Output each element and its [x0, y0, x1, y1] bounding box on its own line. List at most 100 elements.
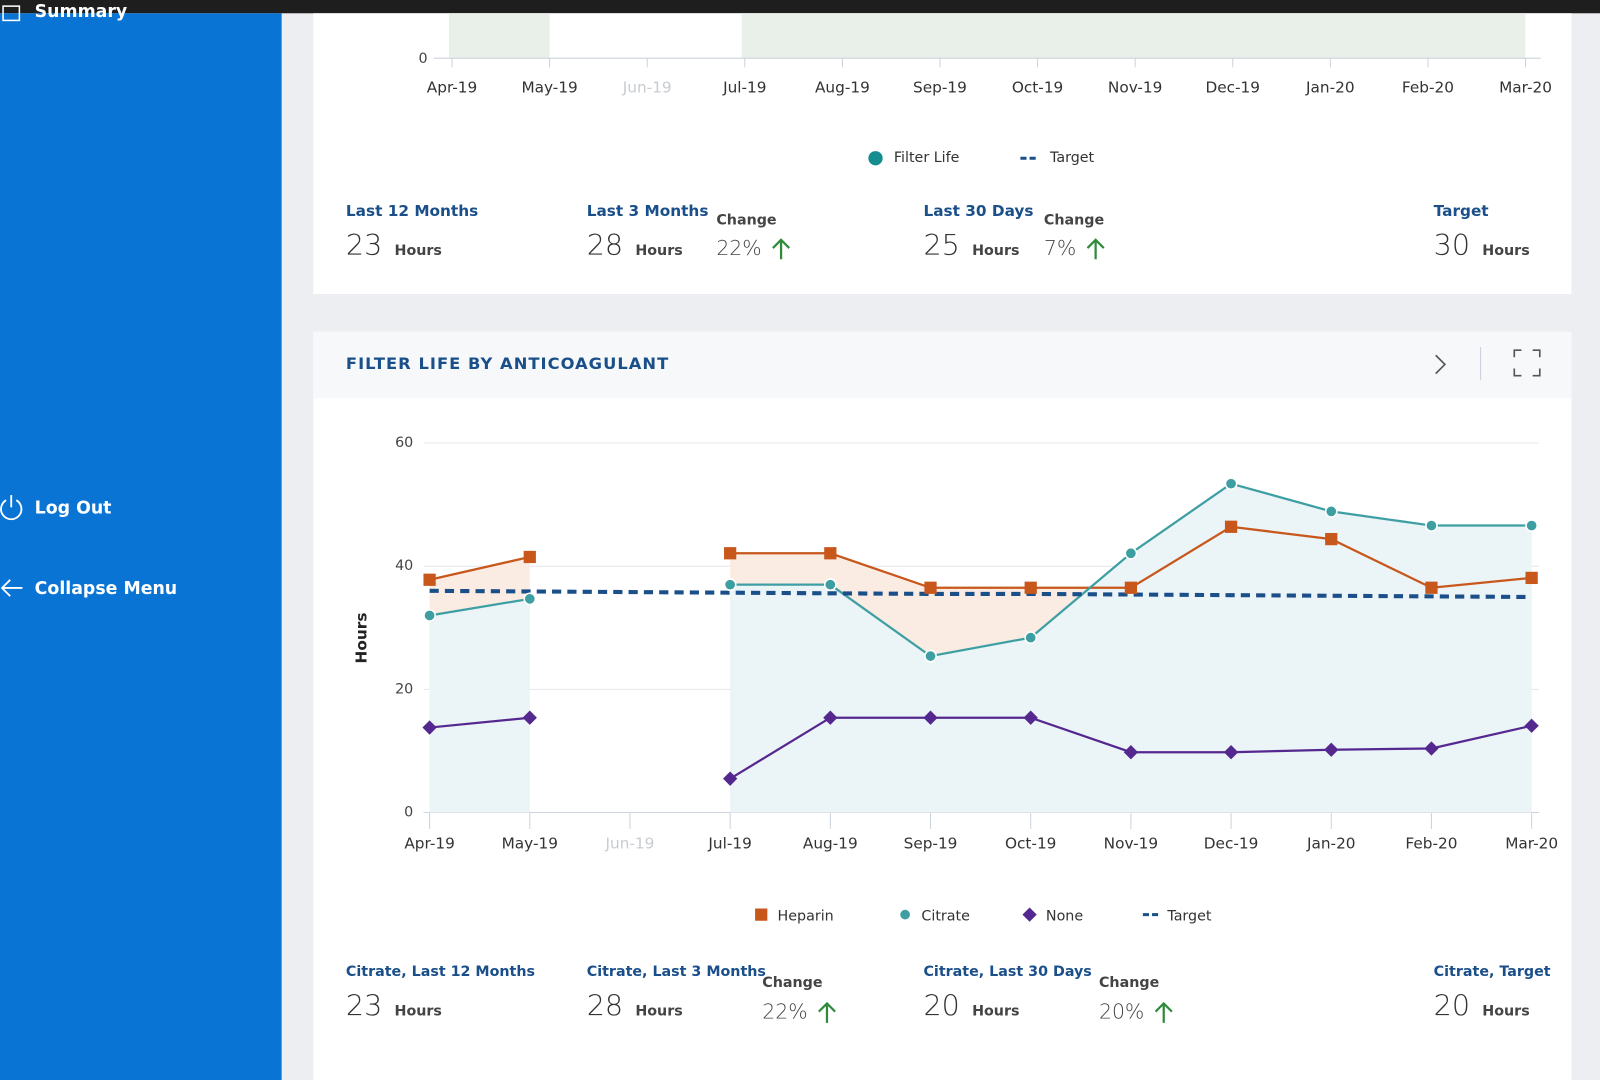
stat-unit: Hours [635, 243, 682, 259]
data-point [824, 547, 837, 560]
stat-value: 30 [1434, 228, 1470, 262]
x-tick-label: Jan-20 [1305, 78, 1355, 96]
x-tick-label: Apr-19 [427, 78, 477, 96]
legend-marker [868, 151, 883, 166]
x-tick-label: Mar-20 [1505, 835, 1558, 853]
area-fill [730, 483, 1532, 813]
stat-label: Last 3 Months [587, 202, 709, 220]
area-fill [429, 598, 530, 813]
shade-band [448, 13, 550, 59]
fullscreen-button[interactable] [1513, 349, 1541, 377]
change-value: 20% [1099, 1000, 1144, 1024]
sidebar [0, 13, 282, 1080]
legend-label: Heparin [778, 909, 834, 925]
legend-marker [898, 908, 912, 922]
x-tick-label: Oct-19 [1005, 835, 1056, 853]
x-tick-label: May-19 [502, 835, 558, 853]
x-tick-label: May-19 [521, 78, 577, 96]
series-line [429, 555, 531, 581]
data-point [1124, 581, 1138, 594]
x-tick-label: Oct-19 [1012, 78, 1063, 96]
data-point [1525, 571, 1538, 585]
data-point [1124, 546, 1138, 560]
next-button[interactable] [1435, 354, 1447, 375]
data-point [1425, 519, 1438, 532]
data-point [1325, 532, 1338, 546]
data-point [723, 578, 737, 592]
top-panel [313, 13, 1572, 294]
x-tick-label: Feb-20 [1405, 835, 1457, 853]
change-label: Change [1099, 975, 1159, 991]
legend-label: Target [1049, 150, 1095, 166]
y-tick-label: 40 [395, 558, 413, 574]
data-point [1525, 519, 1539, 532]
change-label: Change [762, 975, 822, 991]
stat-unit: Hours [1482, 1004, 1529, 1020]
panel-header [313, 331, 1572, 399]
x-tick-label: Jun-19 [622, 78, 672, 96]
series-line [429, 597, 530, 617]
change-label: Change [716, 212, 776, 228]
y-tick-label: 0 [418, 51, 427, 67]
stat-label: Last 12 Months [346, 202, 478, 220]
y-axis-label: Hours [353, 613, 371, 664]
x-tick-label: Jul-19 [707, 835, 751, 853]
logout-icon [0, 495, 23, 521]
x-tick-label: Sep-19 [913, 78, 967, 96]
up-arrow [772, 238, 791, 260]
data-point [1024, 581, 1037, 594]
shade-band [741, 13, 1526, 59]
stat-value: 23 [346, 989, 382, 1023]
stat-unit: Hours [635, 1004, 682, 1020]
window-bar [0, 0, 1600, 14]
nav-item[interactable]: Collapse Menu [35, 579, 177, 599]
stat-value: 20 [1434, 989, 1470, 1023]
stat-label: Target [1434, 202, 1489, 220]
stat-label: Citrate, Target [1434, 964, 1551, 980]
y-tick-label: 0 [404, 805, 413, 821]
stat-value: 20 [923, 989, 959, 1023]
up-arrow [818, 1001, 836, 1023]
legend-label: None [1046, 909, 1083, 925]
summary-icon [2, 5, 21, 22]
change-value: 22% [716, 236, 761, 260]
data-point [724, 547, 737, 560]
data-point [1324, 505, 1338, 518]
stat-value: 23 [346, 228, 382, 262]
data-point [823, 578, 837, 592]
x-tick-label: Apr-19 [404, 835, 454, 853]
stat-value: 25 [923, 228, 959, 262]
x-tick-label: Nov-19 [1108, 78, 1162, 96]
nav-item[interactable]: Log Out [35, 498, 112, 518]
legend-label: Target [1166, 909, 1212, 925]
data-point [1024, 631, 1038, 645]
target-line [429, 588, 1532, 600]
stat-unit: Hours [395, 243, 442, 259]
x-tick-label: Mar-20 [1499, 78, 1552, 96]
legend-label: Citrate [921, 909, 970, 925]
stat-label: Citrate, Last 12 Months [346, 964, 535, 980]
legend-marker [755, 908, 768, 921]
up-arrow [1086, 238, 1105, 260]
data-point [523, 592, 537, 606]
stat-label: Citrate, Last 3 Months [587, 964, 766, 980]
stat-value: 28 [587, 228, 623, 262]
legend-label: Filter Life [894, 150, 960, 166]
x-tick-label: Jul-19 [722, 78, 766, 96]
stat-unit: Hours [395, 1004, 442, 1020]
stat-label: Citrate, Last 30 Days [923, 964, 1091, 980]
x-tick-label: Sep-19 [904, 835, 958, 853]
y-tick-label: 60 [395, 435, 413, 451]
stat-unit: Hours [1482, 243, 1529, 259]
data-point [1224, 477, 1238, 491]
x-tick-label: Feb-20 [1402, 78, 1454, 96]
x-tick-label: Nov-19 [1104, 835, 1158, 853]
change-label: Change [1044, 212, 1104, 228]
x-tick-label: Jan-20 [1306, 835, 1356, 853]
nav-item[interactable]: Summary [35, 2, 128, 22]
x-tick-label: Jun-19 [605, 835, 655, 853]
panel-title: FILTER LIFE BY ANTICOAGULANT [346, 354, 669, 373]
data-point [1425, 581, 1438, 594]
y-tick-label: 20 [395, 681, 413, 697]
